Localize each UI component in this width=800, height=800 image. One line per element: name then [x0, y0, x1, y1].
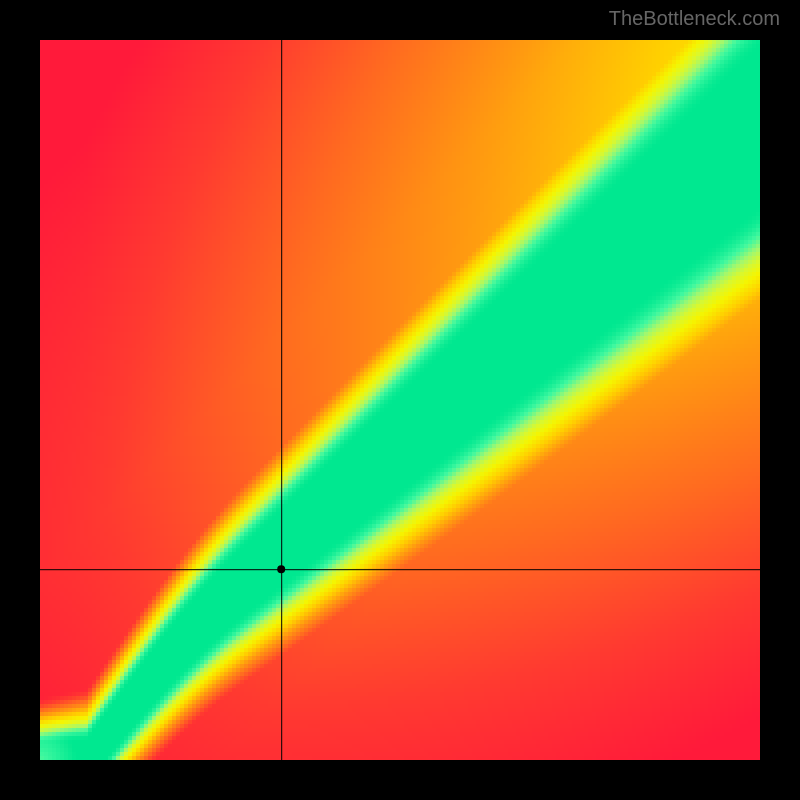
chart-container: TheBottleneck.com: [0, 0, 800, 800]
heatmap-plot: [40, 40, 760, 760]
heatmap-canvas: [40, 40, 760, 760]
watermark-text: TheBottleneck.com: [609, 8, 780, 31]
